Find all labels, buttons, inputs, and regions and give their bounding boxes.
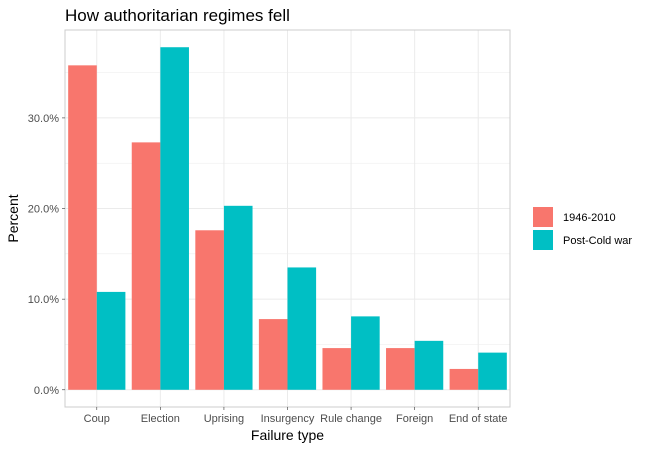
bar: [386, 348, 415, 390]
bar: [160, 47, 189, 390]
legend-label: Post-Cold war: [563, 235, 632, 247]
x-tick-label: Election: [141, 413, 180, 425]
bar: [223, 205, 253, 390]
y-axis-title: Percent: [5, 194, 21, 242]
x-axis-title: Failure type: [251, 427, 324, 443]
x-tick-label: Uprising: [204, 413, 244, 425]
y-axis-ticks: 0.0% 10.0% 20.0% 30.0%: [28, 113, 65, 397]
bar: [322, 348, 352, 390]
y-tick-label: 30.0%: [28, 113, 59, 125]
bar: [287, 267, 317, 390]
x-tick-label: Foreign: [396, 413, 433, 425]
legend-key: [533, 230, 553, 250]
bar: [195, 230, 224, 390]
bar: [131, 142, 161, 390]
x-tick-label: Coup: [84, 413, 110, 425]
legend: 1946-2010 Post-Cold war: [533, 207, 632, 250]
bar: [258, 319, 288, 390]
bar: [478, 352, 507, 390]
y-tick-label: 10.0%: [28, 294, 59, 306]
bar: [414, 340, 444, 390]
y-tick-label: 0.0%: [34, 385, 59, 397]
x-axis-ticks: Coup Election Uprising Insurgency Rule chang…: [84, 407, 508, 425]
plot-panel: [64, 29, 511, 408]
bar: [68, 65, 97, 390]
legend-key: [533, 207, 553, 227]
bar: [96, 291, 126, 390]
bars: [68, 47, 507, 390]
y-tick-label: 20.0%: [28, 204, 59, 216]
x-tick-label: Insurgency: [261, 413, 315, 425]
x-tick-label: End of state: [449, 413, 508, 425]
chart-title: How authoritarian regimes fell: [65, 6, 290, 25]
bar: [449, 368, 479, 390]
bar: [351, 316, 380, 390]
legend-label: 1946-2010: [563, 212, 616, 224]
x-tick-label: Rule change: [320, 413, 382, 425]
